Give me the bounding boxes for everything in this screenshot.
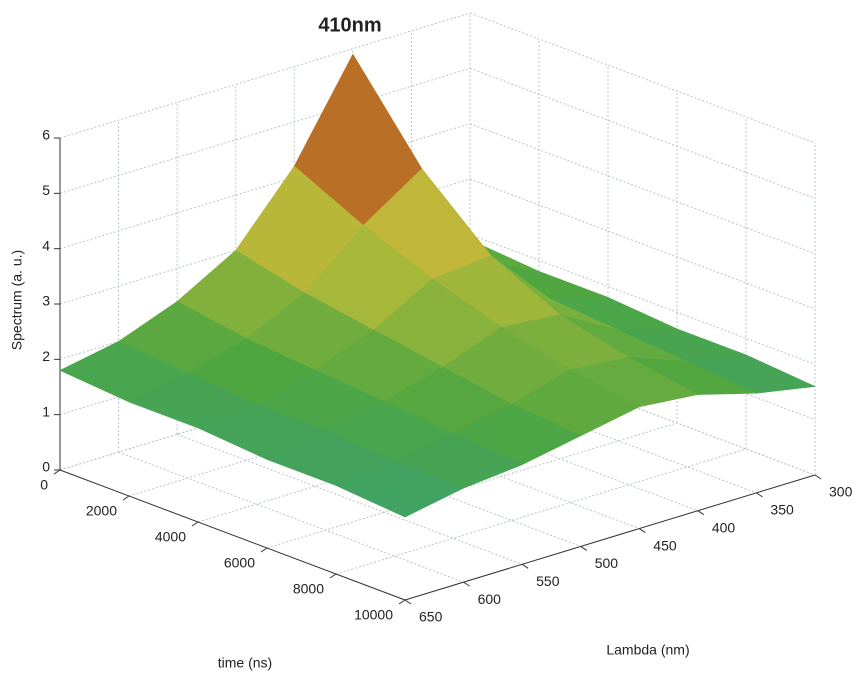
x-tick-label: 8000 <box>293 581 324 597</box>
x-tick-label: 4000 <box>155 529 186 545</box>
y-tick-label: 350 <box>770 502 794 518</box>
z-tick-label: 3 <box>42 293 50 309</box>
tick-mark <box>639 528 646 533</box>
grid-line <box>469 178 816 310</box>
x-tick-label: 0 <box>40 477 48 493</box>
grid-line <box>59 12 471 139</box>
tick-mark <box>521 563 529 569</box>
chart-title: 410nm <box>318 14 381 36</box>
tick-mark <box>122 495 130 501</box>
axis-line <box>404 474 816 601</box>
grid-line <box>469 233 816 365</box>
z-tick-label: 6 <box>42 127 50 143</box>
y-axis-label: Lambda (nm) <box>606 642 689 658</box>
x-axis-label: time (ns) <box>218 655 272 671</box>
grid-line <box>469 123 816 255</box>
y-tick-label: 400 <box>712 519 736 535</box>
grid-line <box>469 12 816 144</box>
tick-mark <box>398 599 406 605</box>
y-tick-label: 300 <box>829 484 853 500</box>
axis-line <box>59 469 406 601</box>
tick-mark <box>580 546 587 551</box>
y-tick-label: 600 <box>478 591 502 607</box>
grid-line <box>118 451 464 583</box>
z-tick-label: 4 <box>42 237 50 253</box>
y-tick-label: 500 <box>595 555 619 571</box>
x-tick-label: 10000 <box>354 607 393 623</box>
grid-line <box>266 422 678 549</box>
z-tick-label: 1 <box>42 403 50 419</box>
y-tick-label: 650 <box>419 609 443 625</box>
tick-mark <box>404 599 412 605</box>
grid-line <box>335 448 747 575</box>
tick-mark <box>756 492 763 498</box>
z-tick-label: 5 <box>42 182 50 198</box>
tick-mark <box>463 581 470 587</box>
grid-line <box>176 433 523 565</box>
grid-line <box>469 67 816 199</box>
tick-mark <box>329 573 337 579</box>
y-tick-label: 450 <box>653 537 677 553</box>
z-axis-label: Spectrum (a. u.) <box>9 250 25 350</box>
tick-mark <box>814 474 822 480</box>
tick-mark <box>191 521 199 527</box>
tick-mark <box>260 547 268 553</box>
grid-line <box>59 67 471 194</box>
z-tick-label: 0 <box>42 459 50 475</box>
x-tick-label: 6000 <box>224 555 255 571</box>
surface-patch <box>335 461 465 518</box>
z-tick-label: 2 <box>42 348 50 364</box>
x-tick-label: 2000 <box>86 503 117 519</box>
y-tick-label: 550 <box>536 573 560 589</box>
tick-mark <box>53 469 61 475</box>
tick-mark <box>697 510 705 516</box>
